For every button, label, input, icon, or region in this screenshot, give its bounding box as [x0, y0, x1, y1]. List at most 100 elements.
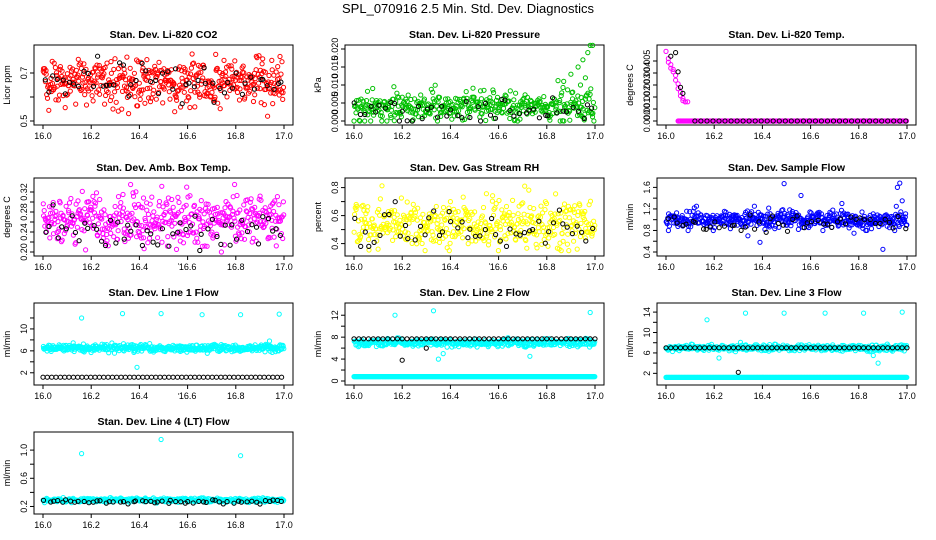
- data-point: [202, 80, 208, 86]
- y-tick-label: 0.000: [642, 110, 652, 133]
- data-point: [502, 97, 508, 103]
- data-point: [508, 219, 514, 225]
- data-point: [587, 91, 593, 98]
- data-point: [391, 100, 398, 107]
- data-point: [806, 118, 813, 124]
- data-point: [873, 118, 879, 124]
- data-point: [893, 203, 899, 209]
- data-point: [232, 181, 238, 188]
- data-point: [115, 228, 121, 234]
- x-tick-label: 17.0: [275, 391, 293, 401]
- data-point: [46, 107, 52, 113]
- data-point: [489, 198, 495, 204]
- data-point: [592, 105, 598, 111]
- data-point: [460, 194, 466, 200]
- data-point: [511, 97, 517, 103]
- data-point: [205, 226, 211, 232]
- data-point: [85, 70, 91, 77]
- data-point: [214, 66, 220, 72]
- data-point: [129, 210, 135, 216]
- data-point: [133, 189, 139, 195]
- data-point: [376, 206, 382, 213]
- data-point: [221, 90, 228, 96]
- data-point: [95, 53, 101, 59]
- data-point: [566, 215, 572, 221]
- data-point: [82, 206, 88, 212]
- data-point: [404, 118, 410, 124]
- data-point: [49, 374, 55, 380]
- data-point: [400, 233, 406, 239]
- data-point: [156, 198, 163, 205]
- data-point: [170, 374, 176, 380]
- data-point: [123, 85, 130, 91]
- data-point: [214, 233, 220, 240]
- data-point: [384, 118, 390, 124]
- data-point: [765, 219, 771, 225]
- data-point: [209, 374, 215, 380]
- data-point: [673, 50, 679, 56]
- data-point: [482, 227, 488, 233]
- data-point: [241, 202, 247, 208]
- data-point: [590, 42, 596, 49]
- data-point: [496, 197, 502, 204]
- data-point: [253, 67, 259, 73]
- data-point: [198, 198, 204, 204]
- data-point: [191, 60, 197, 66]
- data-point: [366, 247, 372, 253]
- data-point: [430, 308, 437, 314]
- data-point: [513, 90, 519, 96]
- data-point: [553, 191, 559, 197]
- x-tick-label: 16.8: [227, 391, 245, 401]
- data-point: [112, 203, 118, 210]
- data-point: [411, 96, 418, 102]
- data-point: [157, 226, 163, 232]
- data-point: [79, 374, 85, 380]
- data-point: [366, 243, 372, 249]
- data-point: [179, 101, 185, 107]
- data-point: [506, 109, 512, 115]
- data-point: [112, 56, 118, 62]
- y-axis-label: ml/min: [625, 204, 635, 231]
- data-point: [358, 216, 364, 222]
- data-point: [85, 212, 91, 219]
- data-point: [574, 246, 580, 252]
- data-point: [260, 214, 266, 220]
- data-point: [205, 201, 211, 207]
- data-point: [364, 224, 370, 231]
- data-point: [439, 222, 445, 228]
- data-point: [722, 118, 728, 124]
- data-point: [427, 111, 433, 117]
- data-point: [422, 232, 428, 238]
- data-point: [568, 71, 574, 77]
- data-point: [75, 198, 81, 204]
- data-point: [899, 198, 905, 204]
- data-point: [181, 89, 187, 95]
- data-point: [49, 220, 55, 226]
- y-tick-label: 0.5: [19, 115, 29, 128]
- data-point: [364, 88, 371, 94]
- data-point: [455, 225, 461, 231]
- data-point: [251, 216, 257, 222]
- data-point: [63, 226, 69, 232]
- data-point: [158, 311, 164, 317]
- data-point: [820, 227, 826, 234]
- data-point: [76, 78, 82, 84]
- data-point: [218, 374, 224, 380]
- data-point: [673, 77, 679, 83]
- data-point: [71, 81, 77, 87]
- data-point: [478, 118, 484, 124]
- data-point: [99, 238, 105, 244]
- data-point: [88, 374, 94, 380]
- data-point: [842, 118, 849, 124]
- data-point: [897, 180, 903, 186]
- data-point: [144, 374, 150, 380]
- data-point: [133, 77, 139, 84]
- data-point: [704, 118, 710, 124]
- data-point: [556, 218, 562, 225]
- y-tick-label: 0.7: [19, 67, 29, 80]
- data-point: [766, 205, 772, 211]
- data-point: [575, 108, 582, 114]
- data-point: [543, 112, 549, 119]
- data-point: [66, 83, 72, 89]
- data-point: [92, 203, 98, 209]
